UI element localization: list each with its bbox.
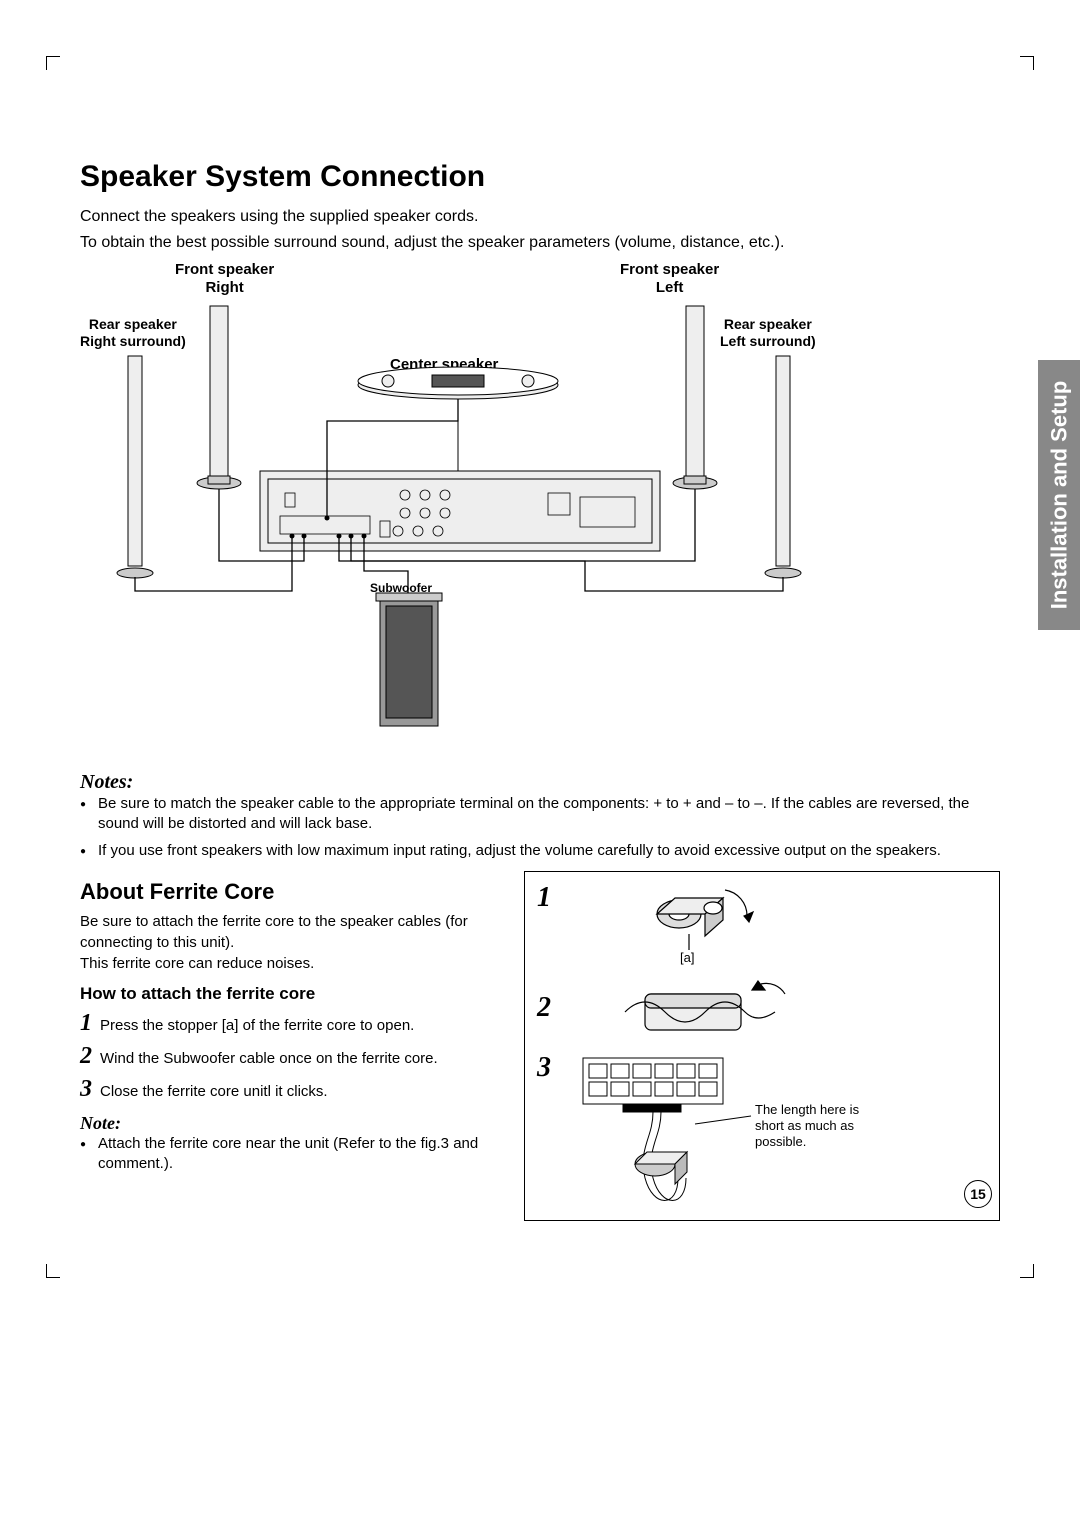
side-tab-label: Installation and Setup: [1046, 381, 1072, 610]
note-item: Be sure to match the speaker cable to th…: [98, 794, 1000, 835]
step-text-2: Wind the Subwoofer cable once on the fer…: [100, 1049, 438, 1069]
step-text-3: Close the ferrite core unitl it clicks.: [100, 1082, 328, 1102]
ferrite-section: About Ferrite Core Be sure to attach the…: [80, 871, 1000, 1221]
note-item: If you use front speakers with low maxim…: [98, 841, 1000, 861]
ferrite-figure-column: 1 2 3 [a] The length here is short as mu…: [524, 871, 1000, 1221]
step-2: 2 Wind the Subwoofer cable once on the f…: [80, 1043, 500, 1070]
step-1: 1 Press the stopper [a] of the ferrite c…: [80, 1010, 500, 1037]
ferrite-note-list: Attach the ferrite core near the unit (R…: [80, 1134, 500, 1175]
howto-heading: How to attach the ferrite core: [80, 984, 500, 1004]
notes-heading: Notes:: [80, 771, 1000, 794]
crop-mark: [1020, 1264, 1034, 1278]
notes-list: Be sure to match the speaker cable to th…: [80, 794, 1000, 861]
step-3: 3 Close the ferrite core unitl it clicks…: [80, 1076, 500, 1103]
speaker-connection-diagram: Front speakerRight Front speakerLeft Rea…: [80, 261, 1000, 761]
step-text-1: Press the stopper [a] of the ferrite cor…: [100, 1016, 414, 1036]
ferrite-note-heading: Note:: [80, 1113, 500, 1134]
ferrite-figure: 1 2 3 [a] The length here is short as mu…: [524, 871, 1000, 1221]
side-tab: Installation and Setup: [1038, 360, 1080, 630]
step-num-2: 2: [80, 1043, 92, 1070]
crop-mark: [46, 56, 60, 70]
ferrite-text-column: About Ferrite Core Be sure to attach the…: [80, 871, 500, 1221]
intro-p2: To obtain the best possible surround sou…: [80, 232, 1000, 254]
ferrite-p1: Be sure to attach the ferrite core to th…: [80, 911, 500, 953]
intro-p1: Connect the speakers using the supplied …: [80, 206, 1000, 228]
ferrite-heading: About Ferrite Core: [80, 879, 500, 905]
speaker-diagram-svg: [80, 261, 880, 761]
intro-block: Connect the speakers using the supplied …: [80, 206, 1000, 253]
page-title: Speaker System Connection: [80, 160, 1000, 194]
step-num-3: 3: [80, 1076, 92, 1103]
ferrite-p2: This ferrite core can reduce noises.: [80, 953, 500, 974]
page-content: Speaker System Connection Connect the sp…: [80, 160, 1000, 1221]
ferrite-figure-svg: [525, 872, 999, 1220]
ferrite-note-item: Attach the ferrite core near the unit (R…: [98, 1134, 500, 1175]
crop-mark: [1020, 56, 1034, 70]
step-num-1: 1: [80, 1010, 92, 1037]
crop-mark: [46, 1264, 60, 1278]
